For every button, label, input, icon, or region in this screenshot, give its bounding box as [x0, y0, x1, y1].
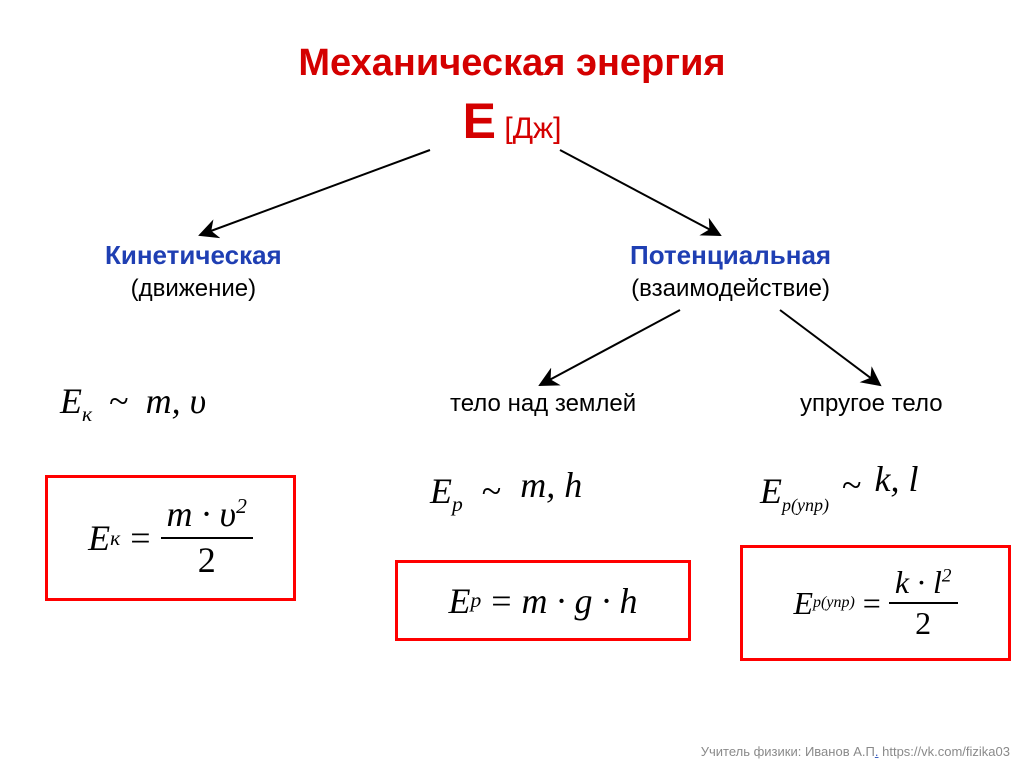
- epf-base: E: [448, 580, 470, 622]
- epuf-base: E: [793, 585, 813, 622]
- epuf-frac: k · l2 2: [889, 565, 958, 641]
- gravity-formula-box: Ep = m · g · h: [395, 560, 691, 641]
- ep-tilde: ~: [482, 471, 501, 511]
- footer-url: https://vk.com/fizika03: [882, 744, 1010, 759]
- ekf-frac: m · υ2 2: [161, 495, 253, 580]
- kinetic-heading: Кинетическая (движение): [105, 240, 282, 303]
- epuf-eq: =: [863, 585, 881, 622]
- elastic-proportional: Ep(упр) ~ k, l: [760, 470, 918, 516]
- gravity-proportional: Ep ~ m, h: [430, 470, 582, 517]
- potential-heading: Потенциальная (взаимодействие): [630, 240, 831, 303]
- epu-sub: p(упр): [782, 495, 829, 515]
- kinetic-proportional: Eк ~ m, υ: [60, 380, 206, 427]
- ekf-base: E: [88, 517, 110, 559]
- ep-base: E: [430, 471, 452, 511]
- kinetic-sub-text: (движение): [105, 275, 282, 303]
- elastic-formula-box: Ep(упр) = k · l2 2: [740, 545, 1011, 661]
- potential-sub-text: (взаимодействие): [630, 275, 831, 303]
- ekf-sup: 2: [236, 494, 247, 518]
- ekf-eq: =: [130, 517, 150, 559]
- epu-base: E: [760, 471, 782, 511]
- ek-base: E: [60, 381, 82, 421]
- epu-rhs: k, l: [874, 459, 918, 499]
- ekf-sub: к: [110, 526, 120, 551]
- footer-prefix: Учитель физики: Иванов А.П: [701, 744, 875, 759]
- title-symbol: Е: [463, 93, 496, 149]
- main-title: Механическая энергия: [0, 42, 1024, 85]
- elastic-label: упругое тело: [800, 390, 943, 418]
- ekf-num: m · υ: [167, 494, 237, 534]
- footer-credit: Учитель физики: Иванов А.П. https://vk.c…: [701, 744, 1010, 759]
- epuf-sup: 2: [942, 565, 952, 586]
- ekf-den: 2: [192, 539, 222, 581]
- epuf-sub: p(упр): [813, 594, 855, 612]
- epf-eq: =: [491, 580, 511, 622]
- ek-sub: к: [82, 402, 92, 426]
- title-symbol-row: Е [Дж]: [0, 92, 1024, 150]
- title-line1: Механическая энергия: [298, 42, 725, 84]
- epu-tilde: ~: [842, 465, 861, 505]
- epf-sub: p: [470, 588, 481, 613]
- gravity-label: тело над землей: [450, 390, 636, 418]
- epf-rhs: m · g · h: [522, 580, 638, 622]
- ek-rhs: m, υ: [146, 381, 207, 421]
- title-unit: [Дж]: [504, 112, 561, 145]
- ep-rhs: m, h: [520, 465, 582, 505]
- epuf-den: 2: [909, 604, 937, 641]
- kinetic-formula-box: Eк = m · υ2 2: [45, 475, 296, 601]
- ek-tilde: ~: [109, 381, 128, 421]
- potential-heading-text: Потенциальная: [630, 240, 831, 271]
- kinetic-heading-text: Кинетическая: [105, 240, 282, 271]
- ep-sub: p: [452, 492, 463, 516]
- epuf-num: k · l: [895, 564, 942, 600]
